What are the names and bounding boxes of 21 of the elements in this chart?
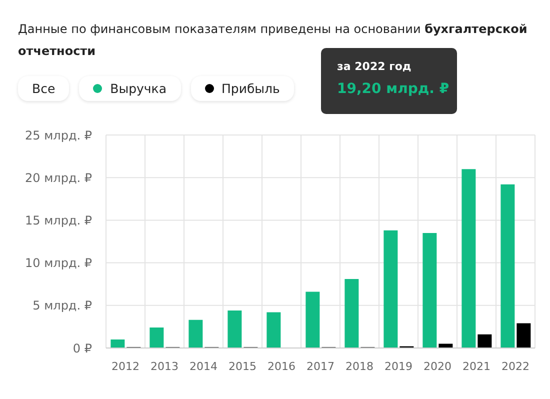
- y-tick-label: 10 млрд. ₽: [25, 256, 92, 270]
- x-tick-label: 2016: [268, 360, 296, 373]
- x-tick-label: 2018: [346, 360, 374, 373]
- x-tick-label: 2017: [306, 360, 334, 373]
- y-tick-label: 0 ₽: [72, 341, 92, 356]
- x-tick-label: 2014: [190, 360, 218, 373]
- y-tick-label: 15 млрд. ₽: [25, 213, 92, 228]
- tooltip-box: за 2022 год 19,20 млрд. ₽: [321, 48, 457, 114]
- text: Все: [18, 76, 70, 101]
- x-tick-label: 2015: [228, 360, 256, 373]
- x-tick-label: 2019: [384, 360, 412, 373]
- y-tick-label: 5 млрд. ₽: [32, 298, 92, 313]
- x-tick-label: 2020: [424, 360, 452, 373]
- legend-label: Выручка: [110, 81, 167, 96]
- y-tick-label: 25 млрд. ₽: [25, 128, 92, 142]
- x-tick-label: 2021: [462, 360, 490, 373]
- x-tick-label: 2012: [112, 360, 140, 373]
- y-tick-label: 20 млрд. ₽: [25, 170, 92, 185]
- x-tick-label: 2022: [502, 360, 530, 373]
- x-tick-label: 2013: [150, 360, 178, 373]
- legend-label: Прибыль: [222, 81, 280, 96]
